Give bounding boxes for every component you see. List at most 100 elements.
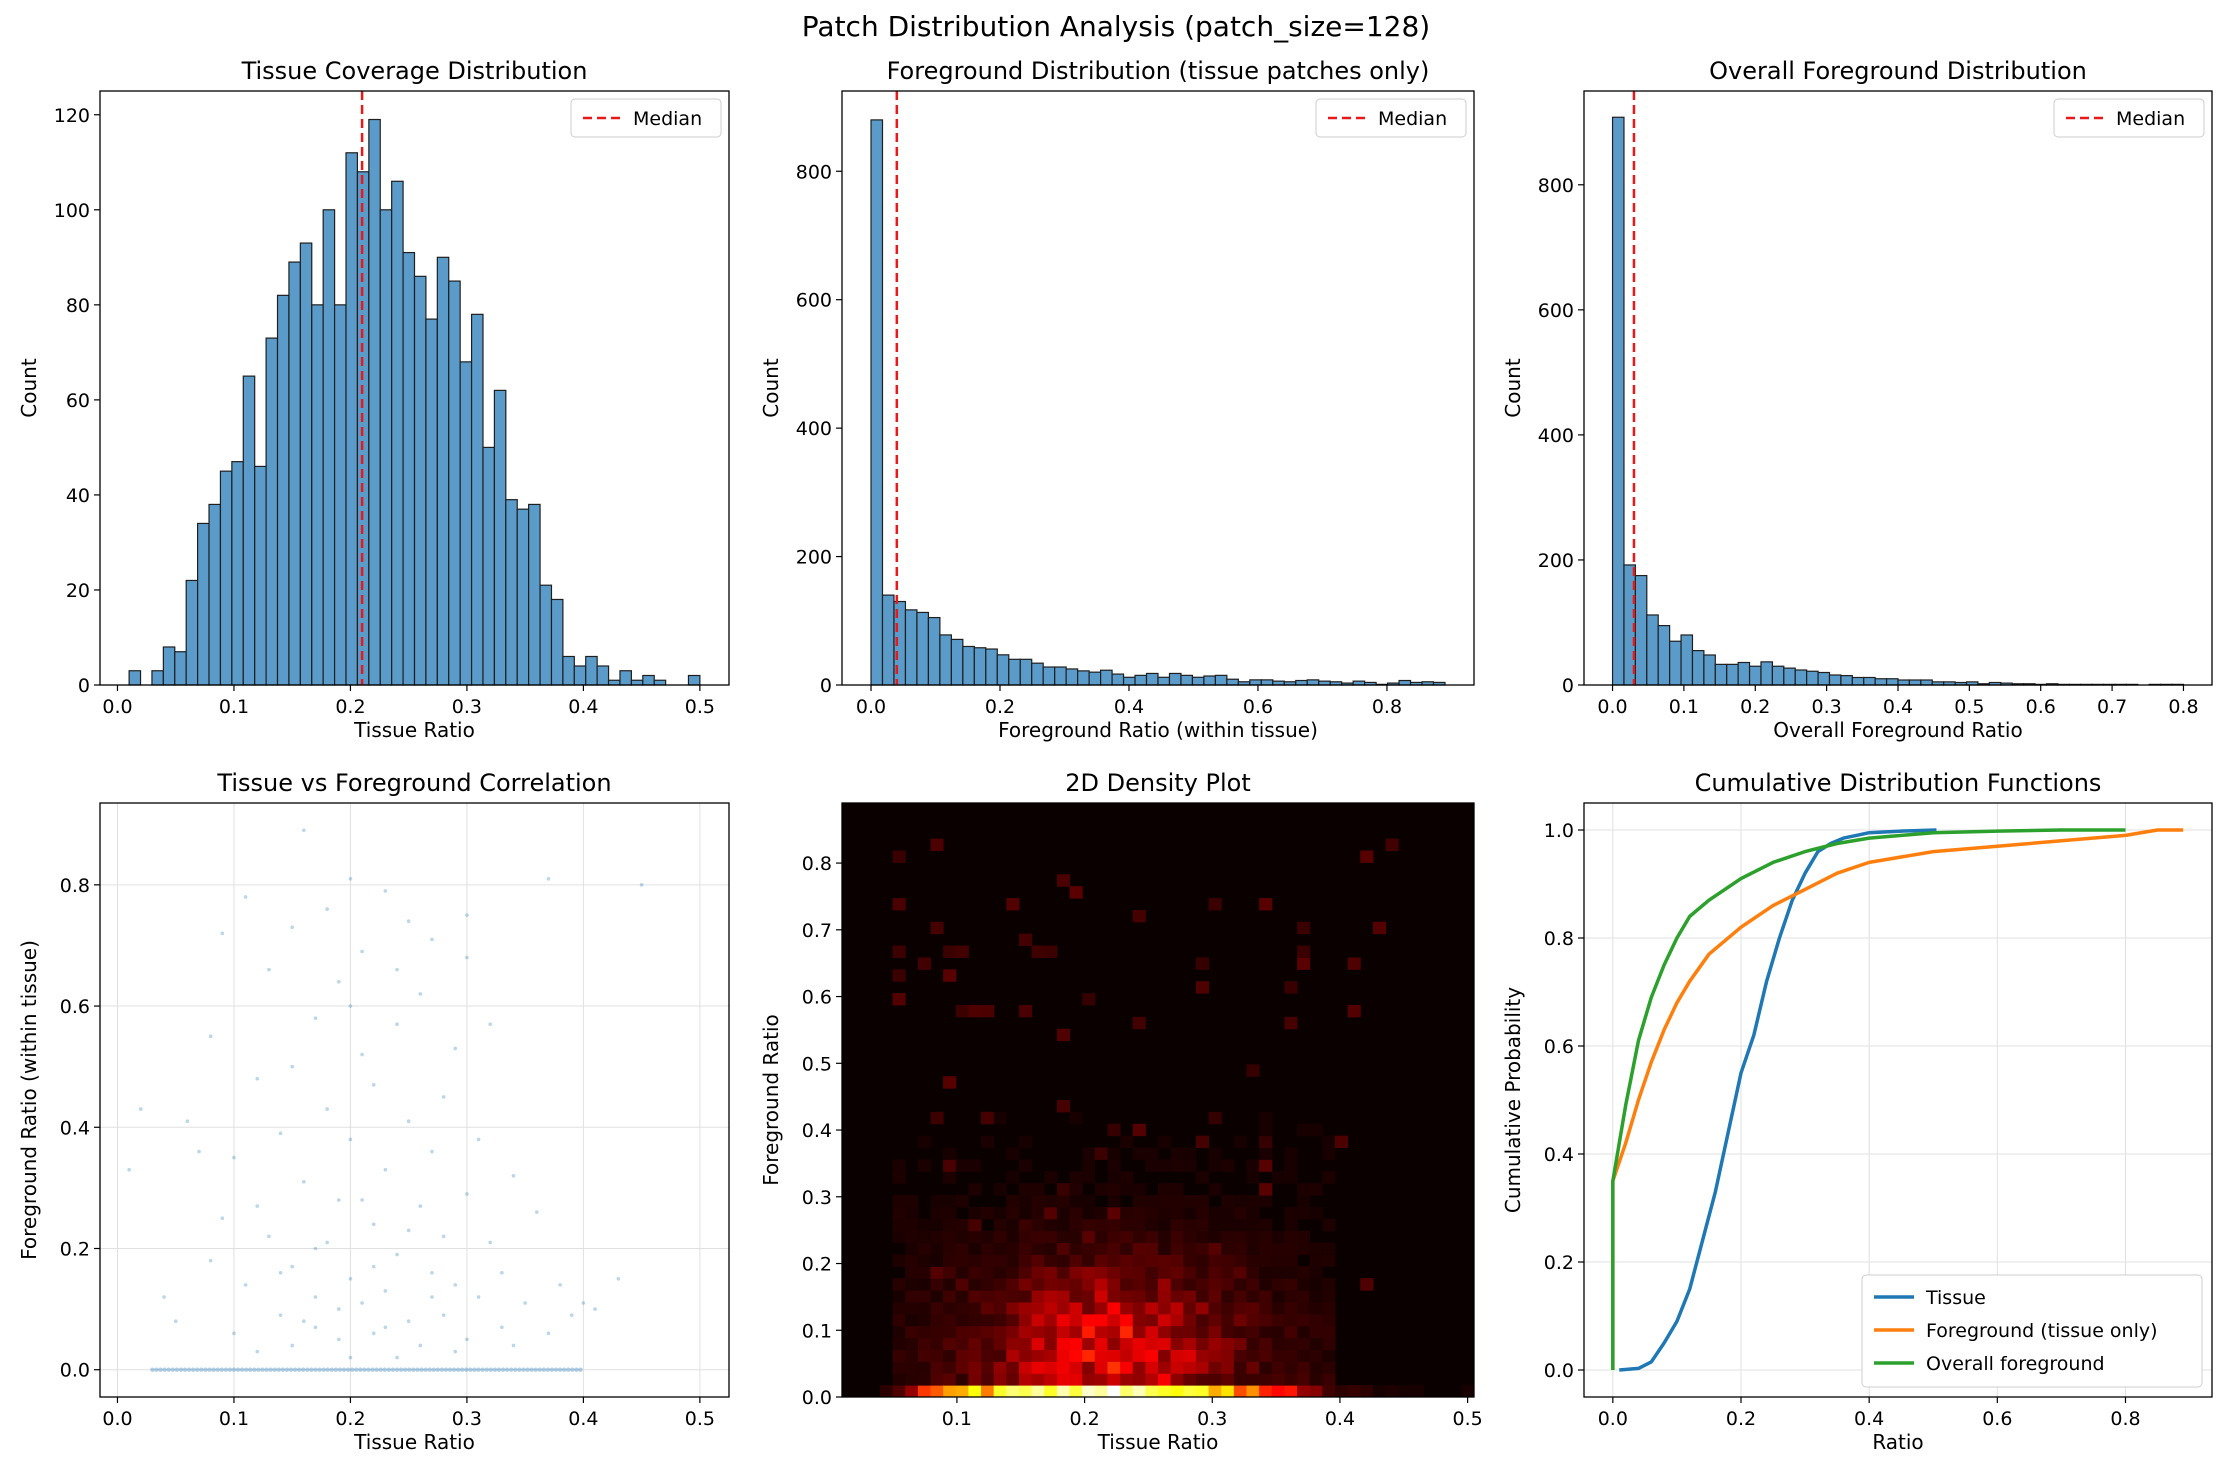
heatmap-cell (1031, 1266, 1045, 1279)
heatmap-cell (943, 1325, 957, 1339)
legend-label: Overall foreground (1926, 1353, 2105, 1375)
scatter-point (371, 1331, 376, 1336)
heatmap-cell (892, 1349, 906, 1362)
heatmap-cell (1347, 957, 1361, 970)
scatter-point (208, 1034, 213, 1039)
scatter-point (395, 967, 399, 972)
scatter-point (325, 1240, 329, 1245)
heatmap-cell (1107, 1385, 1121, 1398)
heatmap-cell (1107, 1195, 1121, 1208)
x-tick-label: 0.2 (1726, 1408, 1756, 1430)
scatter-point (138, 1107, 143, 1111)
heatmap-cell (993, 1290, 1007, 1303)
heatmap-cell (1259, 1301, 1273, 1315)
heatmap-cell (1145, 1206, 1159, 1220)
heatmap-cell (1195, 1385, 1210, 1398)
scatter-point (348, 1277, 353, 1281)
heatmap-cell (1082, 1147, 1096, 1160)
heatmap-cell (1031, 1385, 1045, 1398)
heatmap-cell (892, 1313, 906, 1327)
heatmap-cell (1221, 1325, 1235, 1339)
heatmap-cell (930, 1385, 944, 1398)
heatmap-cell (1208, 1230, 1222, 1244)
heatmap-cell (1094, 1337, 1108, 1350)
scatter-point (348, 1355, 353, 1360)
heatmap-cell (1208, 1206, 1222, 1220)
scatter-point (476, 1367, 481, 1372)
heatmap-cell (955, 1373, 969, 1386)
histogram-bar (482, 446, 496, 686)
heatmap-cell (981, 1111, 995, 1125)
heatmap-cell (1246, 1313, 1260, 1327)
scatter-point (288, 1367, 294, 1372)
heatmap-cell (1259, 1313, 1273, 1327)
y-tick-label: 0.6 (60, 996, 90, 1018)
heatmap-cell (905, 1361, 919, 1374)
heatmap-cell (1208, 1337, 1222, 1350)
heatmap-cell (1246, 1254, 1260, 1267)
heatmap-cell (1233, 1337, 1247, 1350)
heatmap-cell (1284, 1385, 1298, 1398)
histogram-bar (1306, 679, 1320, 686)
heatmap-cell (981, 1349, 995, 1362)
heatmap-cell (1309, 1278, 1323, 1291)
heatmap-cell (1208, 1361, 1222, 1374)
scatter-point (348, 1137, 353, 1142)
histogram-bar (870, 119, 884, 686)
heatmap-cell (1120, 1385, 1134, 1398)
heatmap-cell (1170, 1218, 1184, 1232)
heatmap-cell (1082, 1313, 1096, 1327)
heatmap-cell (1322, 1301, 1336, 1315)
heatmap-cell (1069, 1313, 1083, 1327)
heatmap-cell (1132, 1242, 1146, 1255)
heatmap-cell (892, 1159, 906, 1172)
scatter-point (431, 1367, 436, 1372)
heatmap-cell (1094, 1290, 1108, 1303)
heatmap-cell (1233, 1278, 1247, 1291)
x-tick-label: 0.0 (1598, 1408, 1628, 1430)
heatmap-cell (1360, 1385, 1374, 1398)
heatmap-cell (1132, 1230, 1146, 1244)
heatmap-cell (1044, 1171, 1058, 1184)
histogram-bar (1134, 674, 1148, 686)
scatter-point (593, 1307, 597, 1311)
y-tick-label: 0.3 (802, 1187, 832, 1209)
heatmap-cell (1120, 1373, 1134, 1386)
histogram-bar (368, 118, 381, 686)
heatmap-cell (1410, 1385, 1424, 1398)
scatter-point (616, 1277, 621, 1281)
scatter-point (178, 1367, 184, 1372)
histogram-bar (1908, 679, 1922, 686)
heatmap-cell (1132, 1361, 1146, 1374)
scatter-point (252, 1367, 257, 1372)
histogram-bar (197, 522, 210, 686)
scatter-point (513, 1367, 518, 1372)
axes-frame (1583, 802, 2213, 1398)
heatmap-cell (1309, 1337, 1323, 1350)
heatmap-cell (1246, 1230, 1260, 1244)
heatmap-cell (917, 1230, 931, 1244)
scatter-point (292, 1367, 298, 1372)
scatter-point (529, 1367, 534, 1372)
heatmap-cell (1322, 1171, 1336, 1184)
heatmap-cell (1297, 1230, 1311, 1244)
heatmap-cell (1082, 1290, 1096, 1303)
scatter-point (504, 1367, 510, 1372)
heatmap-cell (1069, 1278, 1083, 1291)
scatter-point (441, 1095, 446, 1099)
heatmap-cell (1309, 1373, 1323, 1386)
y-tick-label: 120 (54, 105, 90, 127)
heatmap-cell (955, 1159, 969, 1172)
heatmap-cell (1006, 1290, 1020, 1303)
scatter-point (500, 1270, 504, 1275)
histogram-bar (550, 598, 564, 686)
heatmap-cell (879, 1385, 894, 1398)
y-axis-label: Count (17, 358, 41, 418)
heatmap-cell (993, 1385, 1007, 1398)
scatter-point (232, 1155, 236, 1160)
heatmap-cell (1271, 1349, 1285, 1362)
heatmap-cell (1271, 1290, 1285, 1303)
heatmap-cell (981, 1361, 995, 1374)
heatmap-cell (1170, 1159, 1184, 1172)
heatmap-cell (1018, 1004, 1033, 1018)
